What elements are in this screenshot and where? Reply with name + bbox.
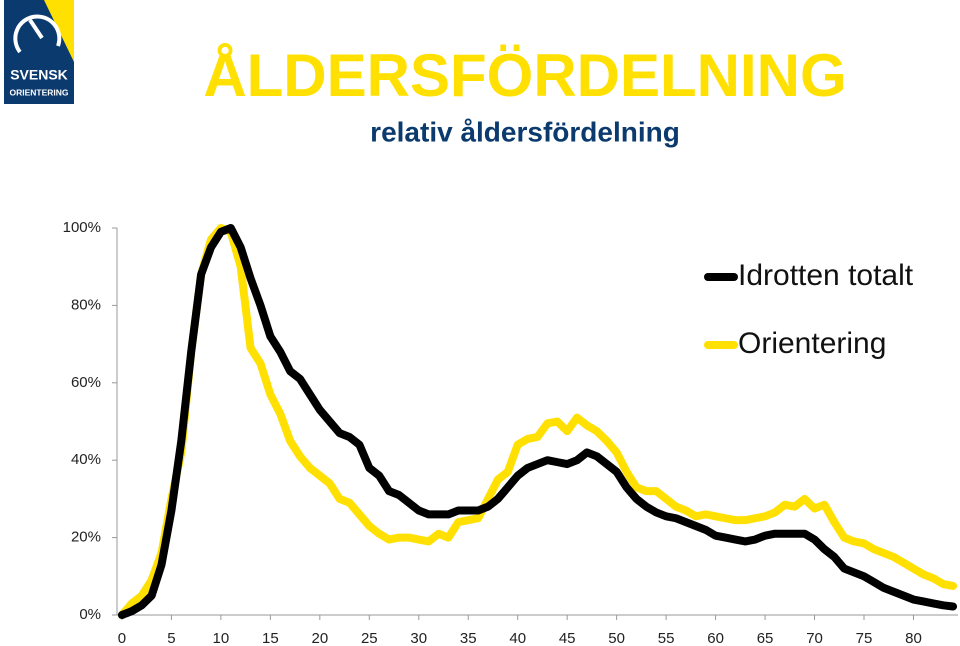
legend-label: Orientering	[738, 327, 886, 360]
x-tick-label: 75	[856, 630, 873, 646]
x-tick-label: 80	[905, 630, 922, 646]
x-tick-label: 10	[213, 630, 230, 646]
x-tick-label: 65	[757, 630, 774, 646]
y-tick-label: 80%	[71, 296, 101, 313]
x-tick-label: 15	[262, 630, 279, 646]
x-tick-label: 20	[311, 630, 328, 646]
logo-arc	[13, 14, 62, 54]
chart-subtitle: relativ åldersfördelning	[370, 116, 680, 147]
y-tick-label: 100%	[63, 219, 101, 236]
legend-label: Idrotten totalt	[738, 259, 914, 292]
chart-title: ÅLDERSFÖRDELNING	[203, 42, 846, 109]
x-tick-label: 40	[509, 630, 526, 646]
data-line	[117, 224, 958, 619]
y-tick-label: 40%	[71, 451, 101, 468]
data-line	[117, 224, 958, 619]
x-tick-label: 0	[118, 630, 126, 646]
x-tick-label: 60	[707, 630, 724, 646]
x-tick-label: 25	[361, 630, 378, 646]
logo-text: SVENSK	[10, 67, 68, 83]
x-tick-label: 30	[410, 630, 427, 646]
y-tick-label: 20%	[71, 529, 101, 546]
logo-text: ORIENTERING	[9, 87, 68, 97]
x-tick-label: 70	[806, 630, 823, 646]
logo: SVENSK ORIENTERING	[4, 0, 74, 104]
logo-needle	[28, 18, 44, 40]
x-tick-label: 55	[658, 630, 675, 646]
x-tick-label: 35	[460, 630, 477, 646]
x-tick-label: 50	[608, 630, 625, 646]
x-tick-label: 45	[559, 630, 576, 646]
y-tick-label: 60%	[71, 374, 101, 391]
x-tick-label: 5	[167, 630, 175, 646]
y-tick-label: 0%	[79, 606, 101, 623]
